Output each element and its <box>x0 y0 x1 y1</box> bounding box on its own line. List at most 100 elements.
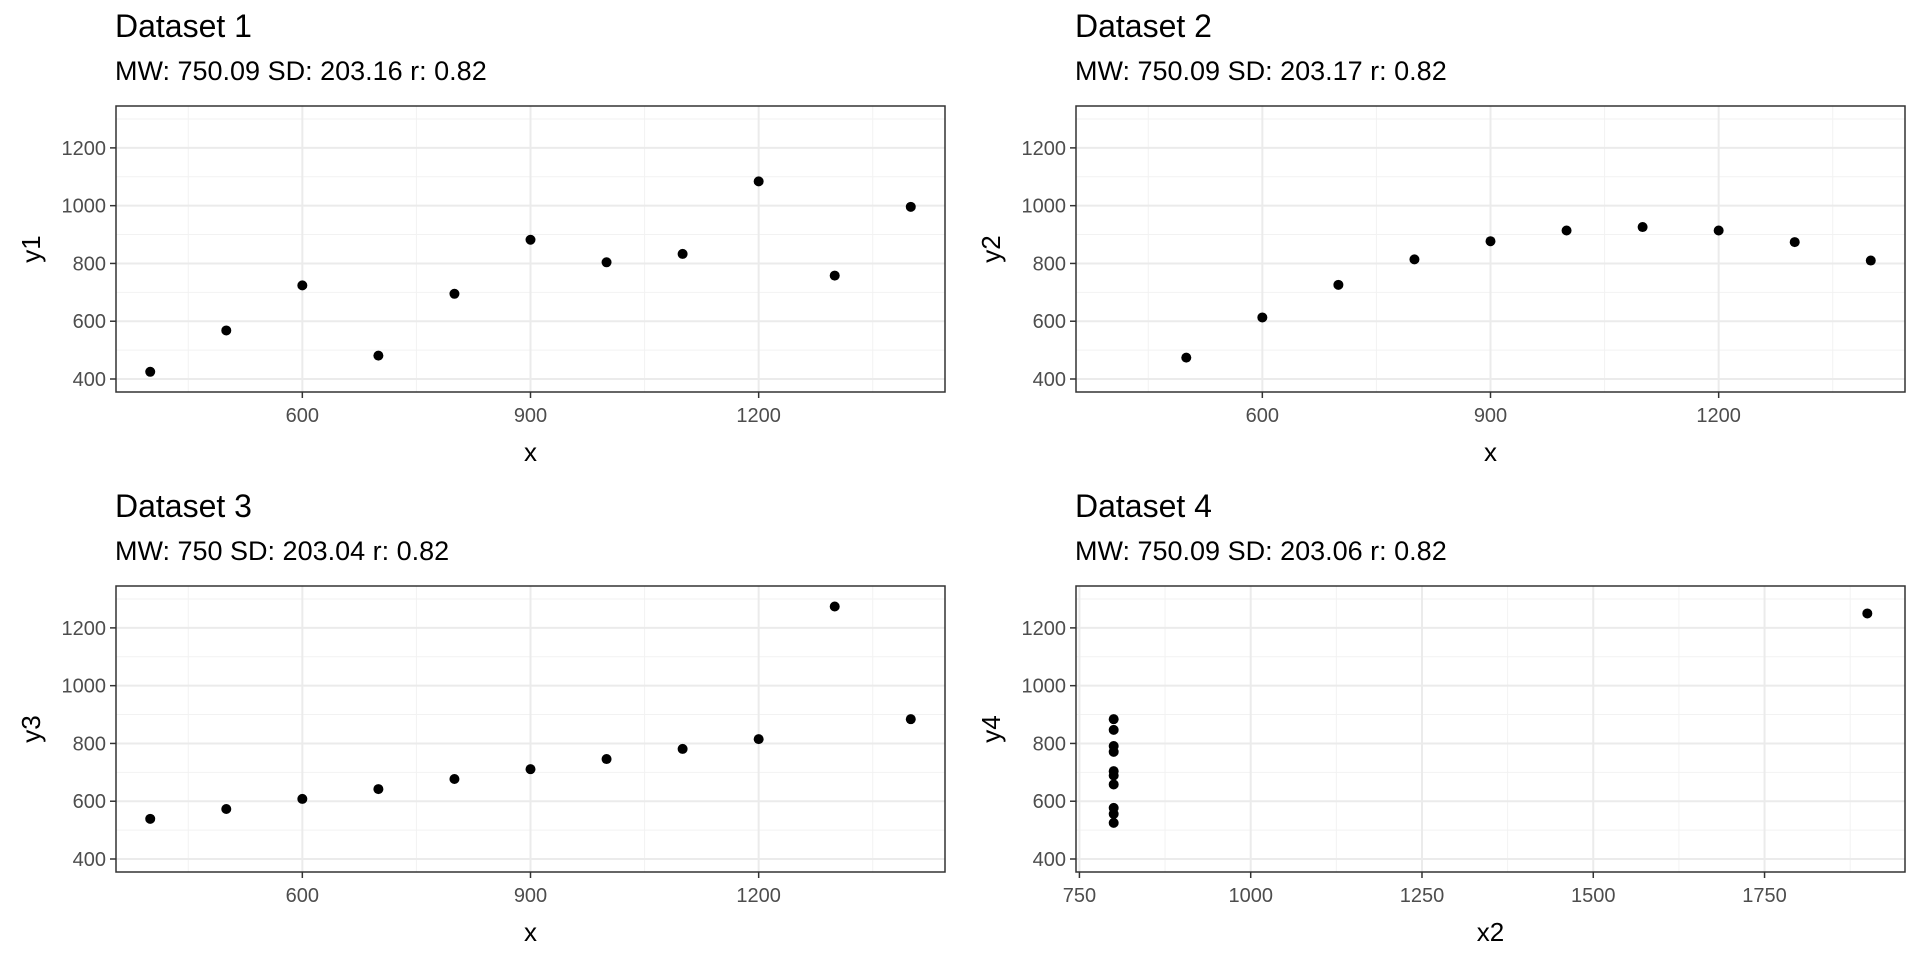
data-point <box>1108 770 1119 781</box>
data-point <box>1485 236 1496 247</box>
data-point <box>1108 724 1119 735</box>
data-point <box>449 288 460 299</box>
y-tick-label: 400 <box>73 849 106 871</box>
x-tick-label: 750 <box>1063 885 1096 907</box>
y-axis-title: y4 <box>976 715 1006 742</box>
x-axis-title: x <box>524 437 537 467</box>
scatter-plot: 600 900 1200 400 600 800 1000 1200 x y1 <box>16 105 946 467</box>
plot-border <box>1075 585 1906 873</box>
data-point <box>1789 237 1800 248</box>
y-axis-title: y3 <box>16 715 46 742</box>
data-point <box>145 813 156 824</box>
data-point <box>677 248 688 259</box>
x-tick-label: 600 <box>286 885 319 907</box>
plot-background <box>1076 586 1905 872</box>
data-point <box>221 804 232 815</box>
chart-subtitle: MW: 750.09 SD: 203.17 r: 0.82 <box>1075 56 1447 86</box>
x-axis-title: x2 <box>1477 917 1504 947</box>
x-tick-label: 1200 <box>736 885 781 907</box>
data-point <box>221 325 232 336</box>
chart-title: Dataset 3 <box>115 488 252 524</box>
y-tick-label: 1200 <box>62 618 107 640</box>
chart-subtitle: MW: 750 SD: 203.04 r: 0.82 <box>115 536 450 566</box>
y-tick-label: 1200 <box>1022 618 1067 640</box>
y-tick-label: 800 <box>1033 253 1066 275</box>
data-point <box>753 734 764 745</box>
y-tick-label: 800 <box>73 733 106 755</box>
panel-dataset-1: Dataset 1 MW: 750.09 SD: 203.16 r: 0.82 … <box>0 0 960 480</box>
data-point <box>1637 222 1648 233</box>
y-tick-label: 400 <box>73 369 106 391</box>
data-point <box>1181 352 1192 363</box>
y-tick-label: 1000 <box>1022 676 1067 698</box>
y-tick-label: 1000 <box>1022 196 1067 218</box>
y-tick-label: 600 <box>73 791 106 813</box>
scatter-plot: 600 900 1200 400 600 800 1000 1200 x y3 <box>16 585 946 947</box>
data-point <box>601 257 612 268</box>
scatter-plot: 600 900 1200 400 600 800 1000 1200 x y2 <box>976 105 1906 467</box>
data-point <box>1108 779 1119 790</box>
y-tick-label: 400 <box>1033 369 1066 391</box>
plot-border <box>1075 105 1906 393</box>
panel-dataset-2: Dataset 2 MW: 750.09 SD: 203.17 r: 0.82 … <box>960 0 1920 480</box>
data-point <box>753 176 764 187</box>
y-tick-label: 1200 <box>1022 138 1067 160</box>
data-point <box>1108 817 1119 828</box>
y-tick-label: 1200 <box>62 138 107 160</box>
x-tick-label: 1200 <box>736 405 781 427</box>
chart-title: Dataset 2 <box>1075 8 1212 44</box>
data-point <box>677 743 688 754</box>
panel-dataset-3: Dataset 3 MW: 750 SD: 203.04 r: 0.82 600… <box>0 480 960 960</box>
scatter-plot: 750 1000 1250 1500 1750 400 600 800 1000 1200 x2 y4 <box>976 585 1906 947</box>
data-point <box>1333 279 1344 290</box>
plot-border <box>115 585 946 873</box>
x-tick-label: 1500 <box>1571 885 1616 907</box>
plot-border <box>115 105 946 393</box>
data-point <box>1108 741 1119 752</box>
chart-subtitle: MW: 750.09 SD: 203.16 r: 0.82 <box>115 56 487 86</box>
data-point <box>1561 225 1572 236</box>
data-point <box>525 234 536 245</box>
data-point <box>829 601 840 612</box>
x-tick-label: 1200 <box>1696 405 1741 427</box>
data-point <box>1862 608 1873 619</box>
data-point <box>1713 225 1724 236</box>
y-tick-label: 1000 <box>62 676 107 698</box>
data-point <box>145 366 156 377</box>
data-point <box>525 764 536 775</box>
data-point <box>373 784 384 795</box>
y-axis-title: y1 <box>16 235 46 262</box>
y-tick-label: 800 <box>73 253 106 275</box>
y-axis-title: y2 <box>976 235 1006 262</box>
x-tick-label: 1750 <box>1742 885 1787 907</box>
chart-subtitle: MW: 750.09 SD: 203.06 r: 0.82 <box>1075 536 1447 566</box>
chart-title: Dataset 1 <box>115 8 252 44</box>
x-tick-label: 900 <box>514 405 547 427</box>
data-point <box>297 280 308 291</box>
data-point <box>829 270 840 281</box>
x-tick-label: 900 <box>514 885 547 907</box>
y-tick-label: 600 <box>1033 311 1066 333</box>
x-tick-label: 600 <box>286 405 319 427</box>
x-tick-label: 1000 <box>1228 885 1273 907</box>
data-point <box>1409 254 1420 265</box>
x-tick-label: 900 <box>1474 405 1507 427</box>
data-point <box>905 201 916 212</box>
x-axis-title: x <box>1484 437 1497 467</box>
data-point <box>601 754 612 765</box>
y-tick-label: 600 <box>1033 791 1066 813</box>
x-tick-label: 1250 <box>1400 885 1445 907</box>
y-tick-label: 800 <box>1033 733 1066 755</box>
data-point <box>297 793 308 804</box>
data-point <box>449 773 460 784</box>
x-axis-title: x <box>524 917 537 947</box>
y-tick-label: 1000 <box>62 196 107 218</box>
data-point <box>1257 312 1268 323</box>
data-point <box>1865 255 1876 266</box>
data-point <box>905 714 916 725</box>
chart-title: Dataset 4 <box>1075 488 1212 524</box>
y-tick-label: 400 <box>1033 849 1066 871</box>
panel-dataset-4: Dataset 4 MW: 750.09 SD: 203.06 r: 0.82 … <box>960 480 1920 960</box>
x-tick-label: 600 <box>1246 405 1279 427</box>
data-point <box>1108 714 1119 725</box>
